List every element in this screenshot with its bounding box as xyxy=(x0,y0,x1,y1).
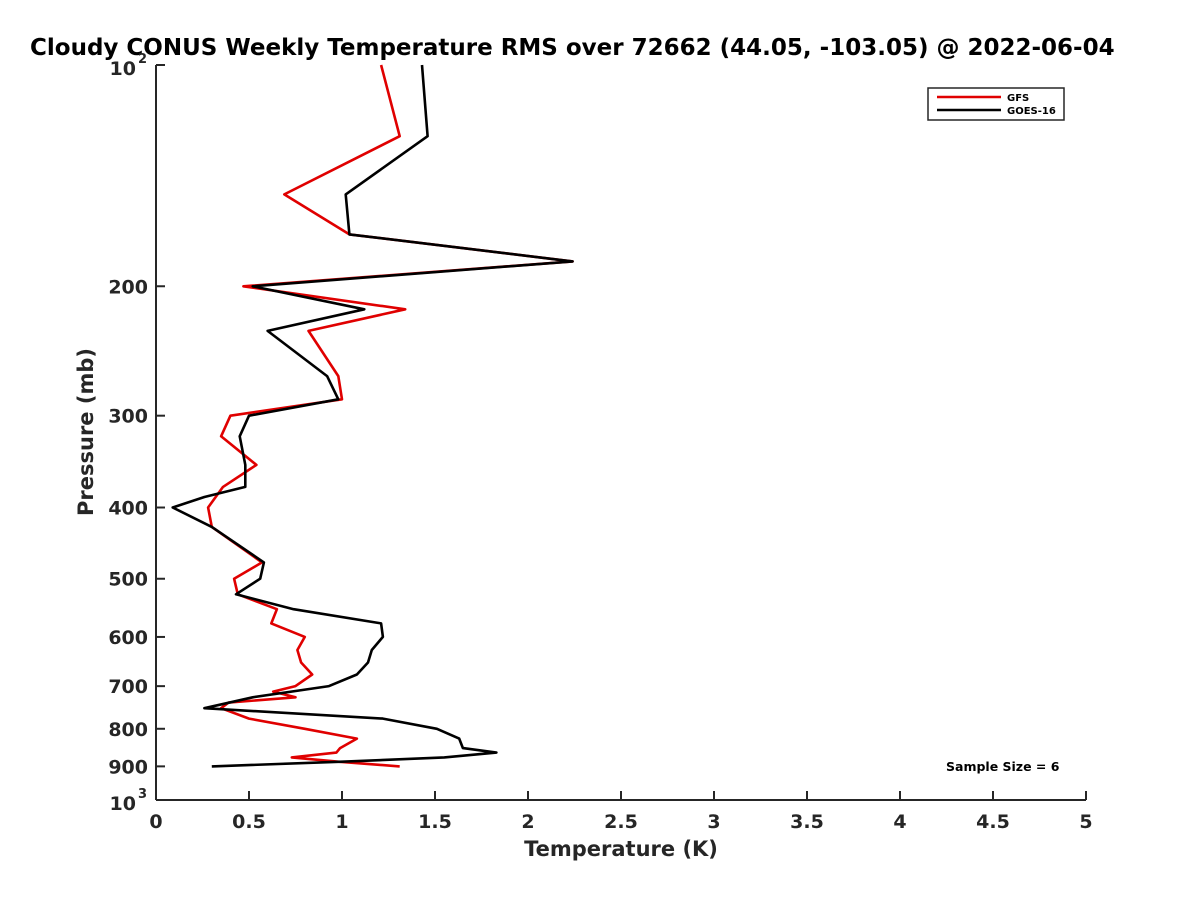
sample-size-annotation: Sample Size = 6 xyxy=(946,759,1060,774)
y-tick-exponent: 3 xyxy=(138,787,147,802)
y-tick-label: 700 xyxy=(108,676,148,698)
series-line-goes-16 xyxy=(171,64,574,768)
y-tick-label: 500 xyxy=(108,569,148,591)
chart-title: Cloudy CONUS Weekly Temperature RMS over… xyxy=(30,35,1115,61)
x-tick-label: 0.5 xyxy=(232,811,266,833)
x-tick-label: 1.5 xyxy=(418,811,452,833)
y-tick-label: 200 xyxy=(108,276,148,298)
x-tick-label: 3.5 xyxy=(790,811,824,833)
x-axis-label: Temperature (K) xyxy=(524,837,718,861)
y-tick-label: 600 xyxy=(108,627,148,649)
series-line-gfs xyxy=(206,64,574,768)
x-tick-label: 3 xyxy=(707,811,720,833)
y-tick-label: 900 xyxy=(108,756,148,778)
x-tick-label: 2.5 xyxy=(604,811,638,833)
legend: GFS GOES-16 xyxy=(927,87,1065,121)
legend-label: GOES-16 xyxy=(1007,106,1056,117)
x-tick-label: 2 xyxy=(521,811,534,833)
legend-box xyxy=(927,87,1065,121)
x-tick-label: 0 xyxy=(149,811,162,833)
y-axis-label: Pressure (mb) xyxy=(74,348,98,516)
x-tick-label: 4.5 xyxy=(976,811,1010,833)
plot-area: 0 0.5 1 1.5 2 2.5 3 3.5 4 4.5 5 10 2200300400500600… xyxy=(108,52,1092,833)
x-tick-label: 5 xyxy=(1079,811,1092,833)
x-tick-label: 1 xyxy=(335,811,348,833)
y-tick-label: 10 xyxy=(110,793,136,815)
x-ticks: 0 0.5 1 1.5 2 2.5 3 3.5 4 4.5 5 xyxy=(149,791,1093,833)
y-tick-label: 300 xyxy=(108,406,148,428)
y-tick-label: 400 xyxy=(108,498,148,520)
legend-label: GFS xyxy=(1007,93,1029,104)
y-tick-exponent: 2 xyxy=(138,52,147,67)
y-tick-base: 10 xyxy=(110,793,136,815)
y-tick-base: 10 xyxy=(110,58,136,80)
y-tick-label: 800 xyxy=(108,719,148,741)
x-tick-label: 4 xyxy=(893,811,906,833)
y-tick-label: 10 xyxy=(110,58,136,80)
series-lines xyxy=(171,64,574,768)
